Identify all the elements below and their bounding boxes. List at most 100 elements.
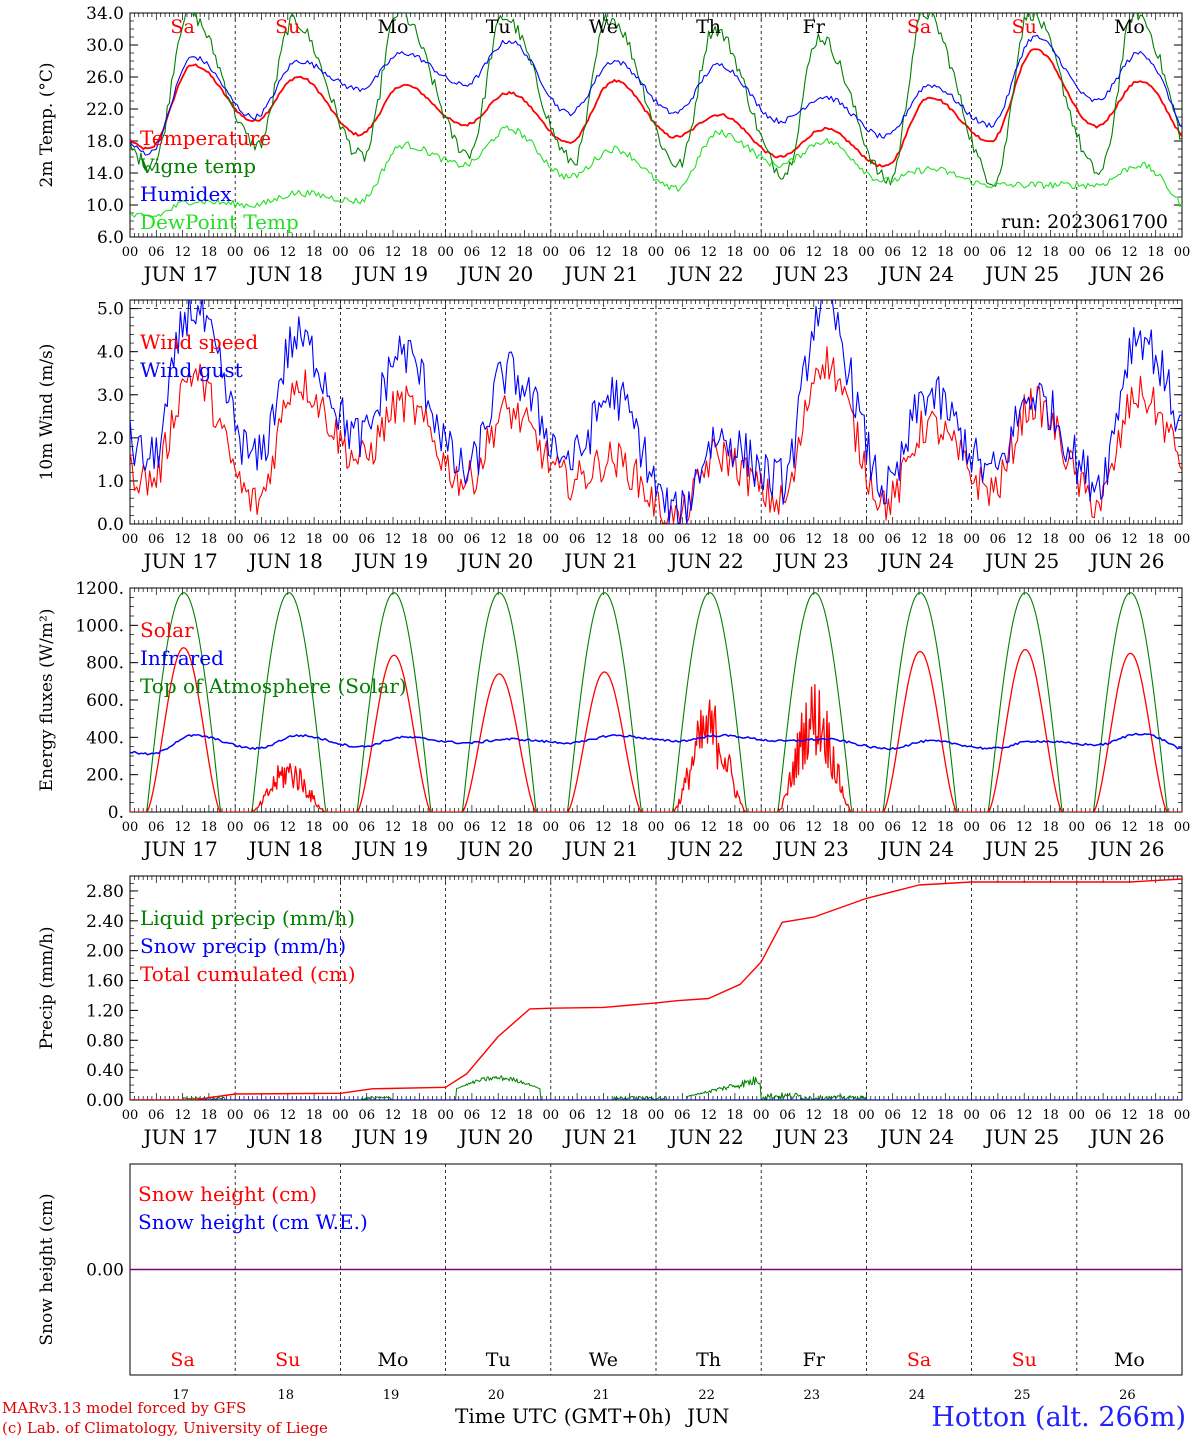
hour-label: 06: [1095, 532, 1112, 547]
hour-label: 12: [1121, 1108, 1138, 1123]
hour-label: 12: [595, 532, 612, 547]
date-label: JUN 25: [983, 262, 1059, 286]
weekday-label: Sa: [170, 1349, 194, 1371]
hour-label: 12: [806, 532, 823, 547]
hour-label: 00: [543, 1108, 560, 1123]
hour-label: 00: [858, 245, 875, 260]
hour-label: 06: [148, 820, 165, 835]
date-label: JUN 17: [142, 262, 218, 286]
hour-label: 06: [569, 532, 586, 547]
weekday-label: Su: [1012, 16, 1037, 38]
hour-label: 00: [227, 820, 244, 835]
legend-entry: Temperature: [140, 126, 271, 150]
y-tick-label: 0.40: [86, 1061, 124, 1081]
hour-label: 12: [911, 245, 928, 260]
hour-label: 18: [621, 1108, 638, 1123]
hour-label: 00: [122, 1108, 139, 1123]
series-temperature: [130, 48, 1182, 168]
y-tick-label: 10.0: [86, 196, 124, 216]
weekday-label: Su: [275, 16, 300, 38]
hour-label: 12: [1016, 245, 1033, 260]
hour-label: 00: [1069, 532, 1086, 547]
hour-label: 18: [1147, 245, 1164, 260]
hour-label: 18: [516, 1108, 533, 1123]
weekday-label: Sa: [907, 16, 931, 38]
y-tick-label: 0.00: [86, 1091, 124, 1111]
hour-label: 00: [753, 532, 770, 547]
day-number-label: 22: [698, 1388, 715, 1403]
date-label: JUN 25: [983, 549, 1059, 573]
hour-label: 00: [753, 245, 770, 260]
hour-label: 12: [595, 820, 612, 835]
hour-label: 06: [464, 820, 481, 835]
day-number-label: 20: [488, 1388, 505, 1403]
date-label: JUN 17: [142, 837, 218, 861]
hour-label: 12: [280, 532, 297, 547]
y-tick-label: 3.0: [97, 386, 124, 406]
legend-entry: Wind gust: [140, 358, 243, 382]
hour-label: 00: [437, 820, 454, 835]
hour-label: 06: [148, 532, 165, 547]
y-axis-label: Energy fluxes (W/m²): [37, 609, 57, 792]
hour-label: 18: [201, 532, 218, 547]
date-label: JUN 24: [878, 837, 954, 861]
hour-label: 00: [543, 245, 560, 260]
hour-label: 06: [674, 245, 691, 260]
hour-label: 12: [1016, 820, 1033, 835]
hour-label: 06: [464, 245, 481, 260]
hour-label: 00: [963, 820, 980, 835]
day-number-label: 19: [383, 1388, 400, 1403]
date-label: JUN 21: [562, 837, 638, 861]
hour-label: 06: [464, 1108, 481, 1123]
hour-label: 18: [411, 820, 428, 835]
weekday-label: Tu: [486, 16, 511, 38]
date-label: JUN 19: [352, 1125, 428, 1149]
hour-label: 18: [306, 1108, 323, 1123]
hour-label: 12: [385, 532, 402, 547]
hour-label: 06: [358, 820, 375, 835]
hour-label: 12: [1016, 532, 1033, 547]
hour-label: 12: [911, 1108, 928, 1123]
date-label: JUN 24: [878, 549, 954, 573]
y-axis-label: Precip (mm/h): [37, 926, 57, 1049]
hour-label: 18: [201, 1108, 218, 1123]
date-label: JUN 26: [1088, 549, 1164, 573]
y-tick-label: 1.20: [86, 1001, 124, 1021]
y-tick-label: 2.0: [97, 429, 124, 449]
hour-label: 00: [1174, 820, 1191, 835]
plot-frame: [129, 587, 1183, 813]
hour-label: 06: [1095, 245, 1112, 260]
hour-label: 00: [122, 532, 139, 547]
date-label: JUN 22: [668, 549, 744, 573]
hour-label: 18: [832, 245, 849, 260]
lab-credit: (c) Lab. of Climatology, University of L…: [2, 1419, 328, 1437]
month-label: JUN: [685, 1404, 729, 1428]
hour-label: 00: [122, 820, 139, 835]
hour-label: 06: [884, 820, 901, 835]
hour-label: 12: [174, 1108, 191, 1123]
hour-label: 00: [1174, 532, 1191, 547]
hour-label: 00: [122, 245, 139, 260]
hour-label: 06: [779, 245, 796, 260]
hour-label: 18: [832, 532, 849, 547]
hour-label: 00: [648, 245, 665, 260]
hour-label: 06: [358, 1108, 375, 1123]
weekday-label: We: [589, 1349, 618, 1371]
hour-label: 06: [464, 532, 481, 547]
hour-label: 12: [280, 820, 297, 835]
hour-label: 12: [595, 245, 612, 260]
date-label: JUN 17: [142, 1125, 218, 1149]
hour-label: 18: [1042, 820, 1059, 835]
date-label: JUN 26: [1088, 262, 1164, 286]
date-label: JUN 19: [352, 262, 428, 286]
hour-label: 00: [437, 245, 454, 260]
weekday-label: Sa: [170, 16, 194, 38]
y-tick-label: 0.: [108, 803, 124, 823]
hour-label: 18: [306, 245, 323, 260]
date-label: JUN 23: [773, 1125, 849, 1149]
model-credit: MARv3.13 model forced by GFS: [2, 1399, 247, 1417]
hour-label: 06: [674, 532, 691, 547]
hour-label: 00: [227, 245, 244, 260]
hour-label: 00: [858, 1108, 875, 1123]
hour-label: 12: [1121, 820, 1138, 835]
